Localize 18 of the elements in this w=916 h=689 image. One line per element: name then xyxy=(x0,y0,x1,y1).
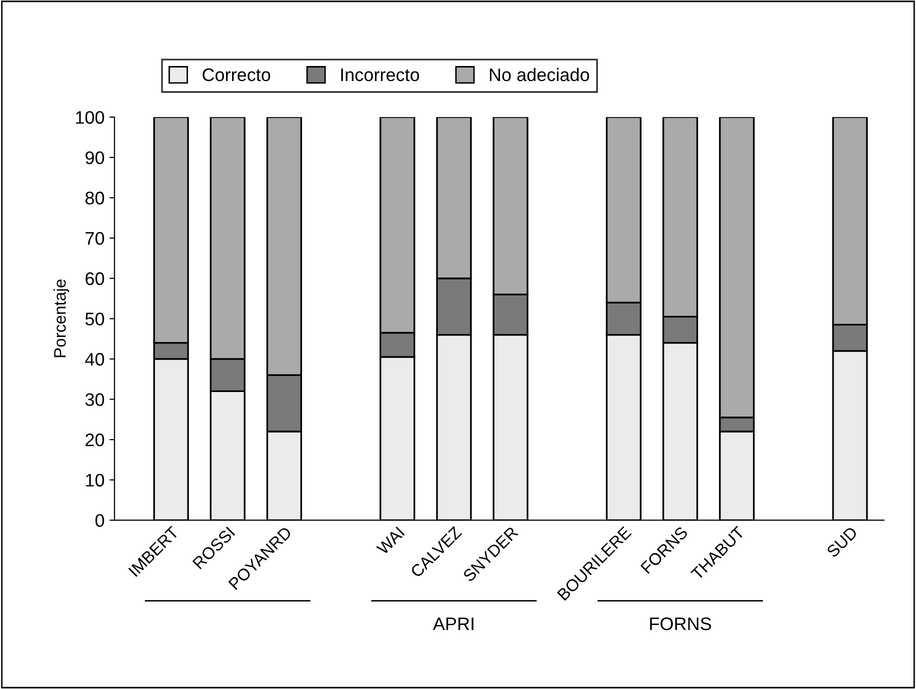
legend-label: Correcto xyxy=(202,68,270,82)
y-tick-label: 90 xyxy=(86,151,104,164)
y-tick-label: 40 xyxy=(85,352,104,366)
y-tick-label: 10 xyxy=(86,474,104,487)
y-tick-label: 50 xyxy=(85,312,104,326)
y-tick-label: 100 xyxy=(76,111,104,124)
y-tick-label: 70 xyxy=(86,232,104,245)
y-axis-title: Porcentaje xyxy=(54,280,70,358)
legend-label: No adeciado xyxy=(490,68,590,82)
y-tick-label: 60 xyxy=(86,272,104,286)
text: FORNS xyxy=(650,617,712,630)
legend-label: Incorrecto xyxy=(341,68,420,82)
y-tick-label: 30 xyxy=(85,393,104,406)
x-tick-label: WAI xyxy=(376,526,405,556)
y-tick-label: 20 xyxy=(86,434,104,446)
y-tick-label: 80 xyxy=(85,192,104,204)
text: APRI xyxy=(432,618,474,630)
y-tick-label: 0 xyxy=(95,514,104,527)
